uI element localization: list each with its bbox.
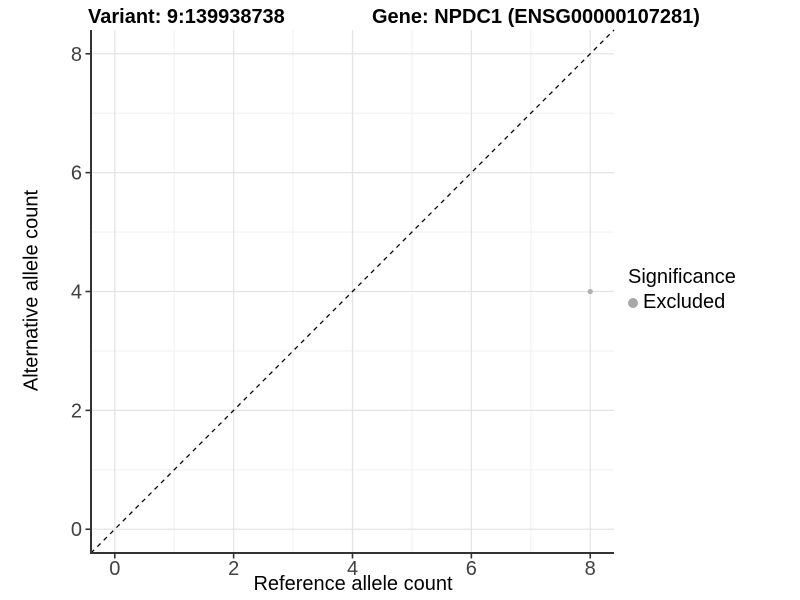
legend-item-label: Excluded bbox=[643, 291, 726, 313]
y-tick-label: 0 bbox=[71, 519, 82, 541]
x-tick-label: 0 bbox=[109, 558, 120, 580]
x-tick-label: 2 bbox=[228, 558, 239, 580]
legend-title: Significance bbox=[628, 266, 736, 288]
plot-title-gene: Gene: NPDC1 (ENSG00000107281) bbox=[372, 6, 700, 28]
legend-item-excluded: Excluded bbox=[628, 291, 736, 314]
identity-dashed-line bbox=[90, 29, 615, 554]
x-tick-label: 6 bbox=[466, 558, 477, 580]
x-tick-label: 4 bbox=[347, 558, 358, 580]
x-axis-title: Reference allele count bbox=[253, 573, 453, 595]
data-point bbox=[587, 288, 593, 295]
x-tick-label: 8 bbox=[585, 558, 596, 580]
y-tick-label: 2 bbox=[71, 400, 82, 422]
y-tick-label: 6 bbox=[71, 163, 82, 185]
plot-title-variant: Variant: 9:139938738 bbox=[88, 6, 285, 28]
y-tick-label: 8 bbox=[71, 44, 82, 66]
legend: Significance Excluded bbox=[628, 266, 736, 314]
legend-dot-icon bbox=[628, 297, 638, 308]
y-tick-label: 4 bbox=[71, 282, 82, 304]
y-axis-title: Alternative allele count bbox=[20, 189, 43, 392]
